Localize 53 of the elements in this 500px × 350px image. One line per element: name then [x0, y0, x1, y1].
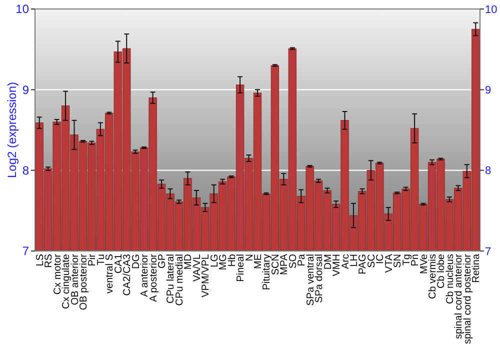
- x-tick-label: Pir: [87, 253, 98, 266]
- x-tick-label: Pineal: [236, 254, 247, 282]
- x-tick-label: SN: [392, 254, 404, 268]
- x-tick-label: A anterior: [140, 253, 151, 297]
- x-tick-label: Cb nucleus: [444, 254, 456, 304]
- y-tick-label: 9: [22, 82, 30, 97]
- x-tick-label: Hb: [226, 254, 238, 267]
- y2-tick-label: 7: [485, 246, 492, 258]
- x-tick-label: LH: [348, 254, 360, 267]
- x-tick-label: SC: [366, 254, 378, 268]
- x-tick-label: Tg: [401, 254, 412, 266]
- x-tick-label: Pituitary: [262, 254, 273, 290]
- x-tick-label: DM: [322, 254, 334, 270]
- y-tick-label: 7: [22, 244, 30, 258]
- x-tick-label: LG: [209, 254, 220, 268]
- x-tick-label: VA/VL: [192, 254, 203, 282]
- y-tick-label: 10: [16, 2, 30, 16]
- y-axis-title: Log2 (expression): [5, 82, 20, 178]
- x-tick-label: MPA: [279, 254, 290, 275]
- x-tick-label: CPu medial: [174, 254, 186, 306]
- x-tick-label: VMH: [332, 254, 343, 276]
- x-tick-label: A posterior: [148, 253, 160, 302]
- x-tick-label: ME: [253, 254, 264, 269]
- x-tick-label: Retina: [471, 254, 482, 283]
- x-tick-label: SO: [288, 254, 299, 268]
- x-tick-label: IC: [375, 254, 386, 264]
- y-tick-label: 8: [22, 164, 30, 178]
- x-tick-label: LS: [34, 254, 46, 266]
- x-tick-label: Tu: [96, 254, 107, 266]
- x-tick-label: spinal cord posterior: [462, 253, 474, 344]
- x-tick-label: Cx cingulate: [61, 254, 72, 310]
- x-tick-label: VPM/VPL: [200, 254, 212, 298]
- x-tick-label: DG: [130, 254, 142, 269]
- x-tick-label: CA1: [113, 254, 124, 274]
- y2-tick-label: 8: [485, 165, 492, 178]
- x-tick-label: Pa: [296, 254, 308, 266]
- y2-tick-label: 9: [485, 84, 492, 97]
- x-tick-label: SCN: [270, 254, 282, 276]
- x-tick-label: VTA: [384, 254, 395, 273]
- x-tick-label: spinal cord anterior: [454, 253, 465, 340]
- x-tick-label: PAG: [358, 254, 369, 274]
- x-tick-label: SPa dorsal: [314, 254, 326, 303]
- x-tick-label: Arc: [340, 254, 352, 269]
- x-tick-label: Pn: [410, 254, 422, 266]
- x-tick-label: OB anterior: [70, 253, 81, 306]
- y2-tick-label: 10: [485, 4, 498, 16]
- x-tick-label: CA2/CA3: [122, 254, 134, 296]
- x-tick-label: Cb lobe: [436, 254, 448, 288]
- x-tick-label: OB posterior: [78, 253, 90, 310]
- x-tick-label: MVe: [418, 254, 430, 274]
- x-tick-label: RS: [44, 254, 55, 268]
- x-tick-label: ventral S: [104, 254, 116, 294]
- x-tick-label: N: [244, 254, 256, 262]
